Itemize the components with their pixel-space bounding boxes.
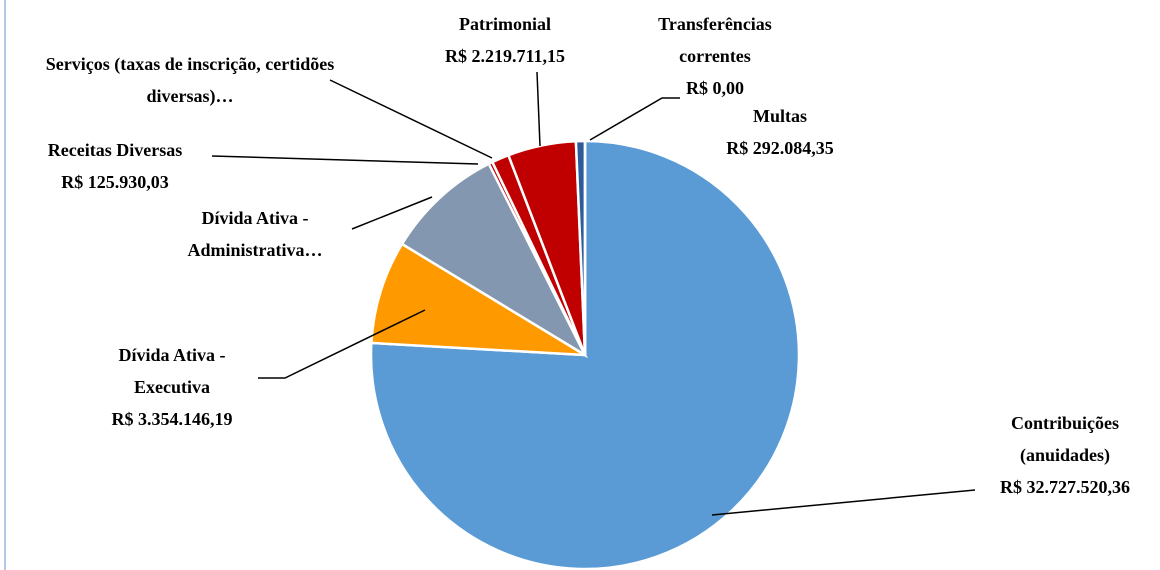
category-label: Receitas Diversas [47,140,183,160]
category-label: Patrimonial [459,14,551,34]
value-label: R$ 0,00 [686,78,744,98]
slice-label: Multas R$ 292.084,35 [695,100,865,164]
leader-line [589,97,680,141]
leader-line [211,155,479,165]
category-label: Serviços (taxas de inscrição, certidões … [45,54,335,106]
leader-line [329,79,493,159]
slice-label: Contribuições (anuidades) R$ 32.727.520,3… [980,407,1150,503]
leader-line [711,489,976,516]
value-label: R$ 292.084,35 [726,138,834,158]
pie-slice [400,162,589,359]
category-label: Multas [753,106,807,126]
value-label: R$ 3.354.146,19 [111,409,233,429]
category-label: Dívida Ativa - Executiva [118,345,226,397]
slice-label: Dívida Ativa - Administrativa… [155,202,355,266]
leader-lines [211,71,976,516]
category-label: Contribuições (anuidades) [1011,413,1119,465]
slice-label: Patrimonial R$ 2.219.711,15 [415,8,595,72]
value-label: R$ 125.930,03 [61,172,169,192]
pie-slice [369,139,801,570]
slice-label: Receitas Diversas R$ 125.930,03 [0,134,230,198]
leader-line [258,309,426,379]
leader-line [536,71,541,147]
slice-label: Serviços (taxas de inscrição, certidões … [25,48,355,112]
slice-label: Dívida Ativa - Executiva R$ 3.354.146,19 [97,339,247,435]
leader-line [351,196,433,230]
value-label: R$ 32.727.520,36 [1000,477,1130,497]
slice-label: Transferências correntes R$ 0,00 [635,8,795,104]
value-label: R$ 2.219.711,15 [444,46,565,66]
category-label: Dívida Ativa - Administrativa… [187,208,323,260]
pie-slice [370,242,586,357]
category-label: Transferências correntes [658,14,772,66]
